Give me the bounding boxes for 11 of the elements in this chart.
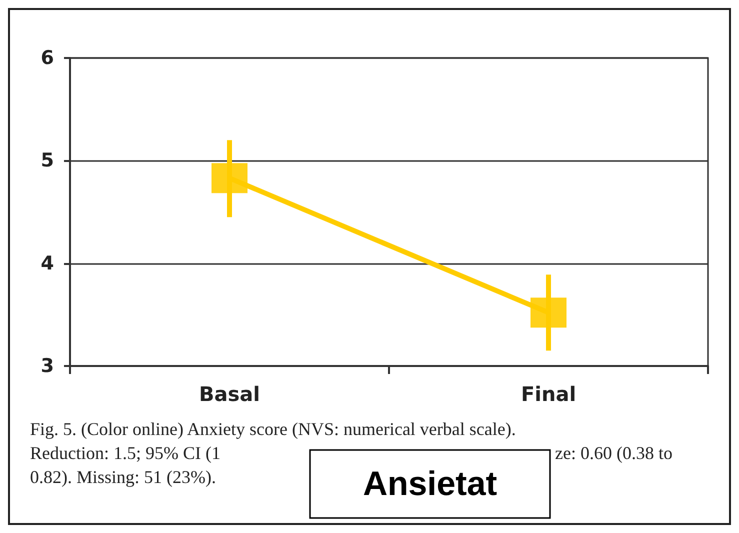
text: 0.82). Missing: 51 (23%). xyxy=(30,467,216,487)
y-tick-label: 3 xyxy=(40,355,54,377)
text: Ansietat xyxy=(362,465,498,503)
y-tick-label: 5 xyxy=(40,150,54,172)
x-tick-label: Basal xyxy=(199,382,260,406)
caption: Fig. 5. (Color online) Anxiety score (NVS: numerical verbal scale). xyxy=(30,419,516,439)
y-tick-label: 4 xyxy=(40,252,54,274)
y-tick-label: 6 xyxy=(40,47,54,69)
x-tick-label: Final xyxy=(520,382,576,406)
text: ze: 0.60 (0.38 to xyxy=(555,443,672,463)
text: Reduction: 1.5; 95% CI (1 xyxy=(30,443,220,463)
